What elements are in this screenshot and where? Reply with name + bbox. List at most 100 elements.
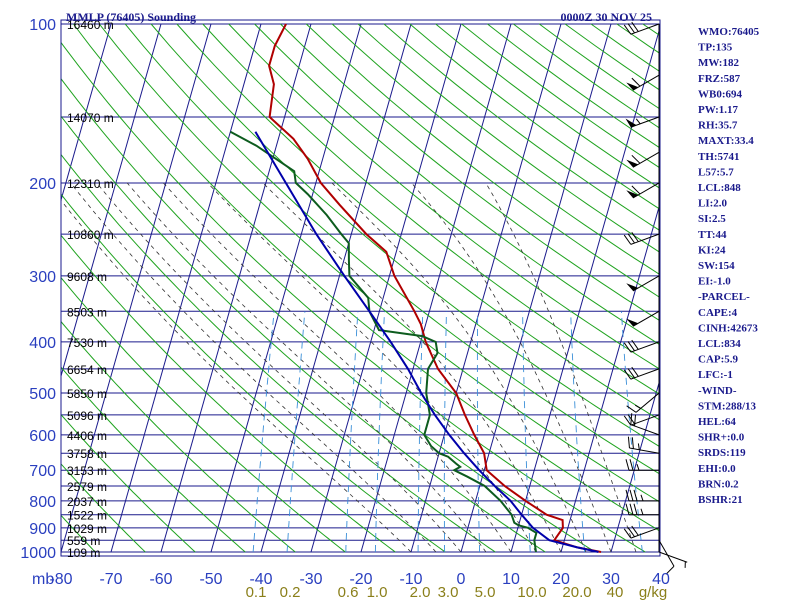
height-label-150: 14070 m — [67, 111, 114, 125]
dry-adiabat-210 — [61, 463, 146, 553]
index-line-20: LCL:834 — [698, 338, 741, 350]
height-label-300: 9608 m — [67, 270, 107, 284]
wind-barb-half — [634, 404, 641, 409]
index-line-13: TT:44 — [698, 229, 727, 241]
height-labels: 16460 m 14070 m 12310 m 10860 m 9608 m 8503 m… — [67, 18, 114, 560]
height-label-650: 3758 m — [67, 447, 107, 461]
dry-adiabat-410 — [305, 23, 660, 299]
wind-barbs — [623, 21, 688, 575]
wind-barb-staff — [630, 527, 660, 539]
wind-barb-full — [629, 459, 634, 471]
wind-barb-pennant — [625, 118, 637, 128]
wind-barb-5 — [625, 459, 659, 471]
sounding-indices: WMO:76405 TP:135 MW:182 FRZ:587 WB0:694 PW:1.… — [698, 26, 760, 506]
mixing-ratio-line-0 — [252, 311, 275, 553]
temp-tick--50: -50 — [199, 571, 222, 588]
index-line-8: TH:5741 — [698, 151, 740, 163]
wind-barb-full — [631, 21, 639, 32]
index-line-5: PW:1.17 — [698, 104, 739, 116]
wind-barb-pennant — [626, 159, 639, 168]
wind-barb-full — [623, 342, 632, 353]
wind-barb-full — [631, 366, 639, 377]
mixing-ratio-line-4 — [417, 311, 424, 552]
wind-barb-staff — [630, 233, 660, 245]
wind-barb-full — [633, 503, 638, 515]
isobar-lines — [61, 23, 660, 553]
mixing-ratio-label-5: 3.0 — [438, 584, 459, 600]
wind-barb-full — [631, 339, 639, 350]
moist-adiabat-5 — [126, 182, 487, 553]
wind-barb-full — [623, 528, 632, 539]
wind-barb-0 — [658, 551, 688, 568]
height-label-250: 10860 m — [67, 228, 114, 242]
pressure-label-100: 100 — [29, 17, 56, 34]
index-line-6: RH:35.7 — [698, 120, 738, 132]
wind-barb-full — [631, 437, 634, 449]
wind-barb-pennant — [626, 82, 639, 91]
index-line-18: CAPE:4 — [698, 307, 738, 319]
dry-adiabat-380 — [228, 23, 660, 370]
temp-tick-10: 10 — [502, 571, 520, 588]
mixing-ratio-label-9: 40 — [607, 584, 624, 600]
wind-barb-18 — [626, 74, 660, 91]
isotherm--100 — [61, 23, 112, 202]
height-label-100: 16460 m — [67, 18, 114, 32]
moist-adiabat-lines — [61, 182, 637, 553]
mixing-ratio-line-1 — [286, 311, 306, 553]
dry-adiabat-260 — [61, 234, 396, 553]
wind-barb-9 — [626, 392, 660, 413]
isotherm--90 — [61, 23, 162, 378]
temperature-line — [268, 23, 602, 553]
wind-barb-13 — [626, 275, 660, 292]
mixing-ratio-axis-labels: 0.1 0.2 0.6 1.0 2.0 3.0 5.0 10.0 20.0 40 g/kg — [246, 584, 668, 600]
mixing-ratio-label-6: 5.0 — [475, 584, 496, 600]
temp-tick--10: -10 — [399, 571, 422, 588]
index-line-9: L57:5.7 — [698, 166, 734, 178]
height-label-200: 12310 m — [67, 177, 114, 191]
height-label-700: 3153 m — [67, 464, 107, 478]
moist-adiabat-15 — [207, 182, 537, 553]
wind-barb-8 — [623, 414, 660, 426]
dry-adiabat-390 — [254, 23, 660, 346]
index-line-2: MW:182 — [698, 57, 739, 69]
pressure-label-300: 300 — [29, 269, 56, 286]
wind-barb-full — [625, 503, 630, 515]
isotherm--70 — [110, 23, 262, 553]
dry-adiabat-240 — [61, 320, 296, 553]
mixing-ratio-line-6 — [476, 311, 481, 553]
mixing-ratio-line-9 — [620, 311, 643, 553]
temp-tick-0: 0 — [457, 571, 466, 588]
isotherm-30 — [610, 377, 660, 553]
wind-barb-full — [631, 232, 639, 242]
moist-adiabat--5 — [70, 182, 437, 553]
wind-barb-2 — [623, 525, 660, 539]
time-label: 0000Z 30 NOV 25 — [561, 10, 652, 24]
wind-barb-6 — [627, 436, 660, 454]
dry-adiabat-400 — [280, 23, 660, 322]
mixing-ratio-label-1: 0.2 — [280, 584, 301, 600]
index-line-14: KI:24 — [698, 244, 726, 256]
wind-barb-full — [627, 414, 635, 425]
pressure-label-900: 900 — [29, 521, 56, 538]
wind-barb-full — [623, 369, 632, 380]
index-line-30: BSHR:21 — [698, 494, 743, 506]
pressure-label-800: 800 — [29, 494, 56, 511]
index-line-26: SHR+:0.0 — [698, 432, 745, 444]
pressure-label-200: 200 — [29, 176, 56, 193]
temp-tick-30: 30 — [602, 571, 620, 588]
mixing-ratio-line-3 — [374, 311, 385, 552]
isotherm--40 — [260, 23, 412, 553]
wind-barb-full — [631, 154, 641, 164]
moist-adiabat-25 — [331, 182, 587, 553]
height-label-800: 2037 m — [67, 495, 107, 509]
wind-barb-full — [629, 489, 634, 501]
wind-barb-full — [623, 234, 632, 245]
mixing-ratio-line-2 — [345, 311, 359, 553]
index-line-27: SRDS:119 — [698, 447, 746, 459]
dry-adiabat-350 — [150, 23, 660, 448]
wind-barb-pennant — [626, 283, 639, 291]
dry-adiabat-360 — [176, 23, 660, 421]
pressure-labels: 100 200 300 400 500 600 700 800 900 1000 — [20, 17, 56, 562]
plot-frame — [60, 19, 661, 557]
index-line-15: SW:154 — [698, 260, 735, 272]
